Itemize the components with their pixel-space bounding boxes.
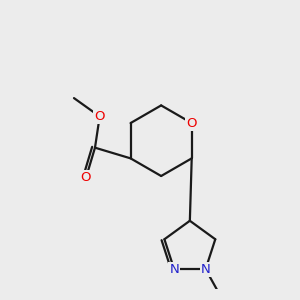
Text: N: N [201, 263, 211, 276]
Text: O: O [187, 117, 197, 130]
Text: N: N [169, 263, 179, 276]
Text: O: O [81, 171, 91, 184]
Text: O: O [94, 110, 105, 123]
